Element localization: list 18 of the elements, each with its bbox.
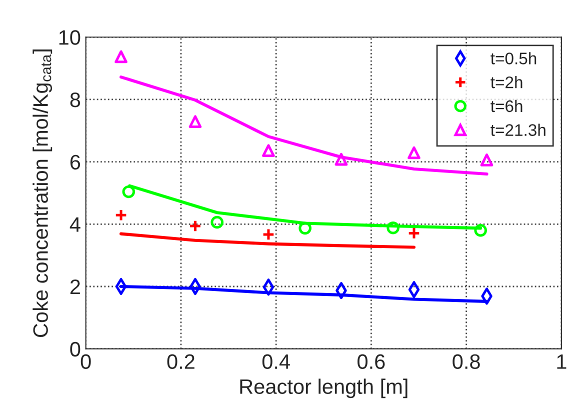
legend-label: t=2h: [490, 76, 522, 88]
y-tick-label: 2: [70, 280, 80, 294]
y-tick-label: 4: [70, 217, 80, 232]
legend-label: t=21.3h: [490, 124, 546, 136]
x-tick-label: 1: [557, 354, 566, 369]
x-axis-title: Reactor length [m]: [240, 378, 408, 398]
y-tick-label: 8: [70, 92, 80, 108]
y-axis-title: Coke concentration [mol/Kg$_{cata}$]: [32, 50, 52, 338]
x-tick-label: 0.2: [167, 354, 194, 370]
x-tick-label: 0: [80, 354, 91, 370]
x-tick-label: 0.8: [452, 354, 480, 370]
legend-label: t=0.5h: [490, 52, 536, 64]
legend-label: t=6h: [490, 100, 522, 112]
y-tick-label: 6: [70, 154, 80, 170]
x-tick-label: 0.4: [262, 354, 290, 370]
x-tick-label: 0.6: [358, 354, 385, 370]
y-tick-label: 10: [59, 30, 80, 45]
y-tick-label: 0: [70, 342, 80, 357]
